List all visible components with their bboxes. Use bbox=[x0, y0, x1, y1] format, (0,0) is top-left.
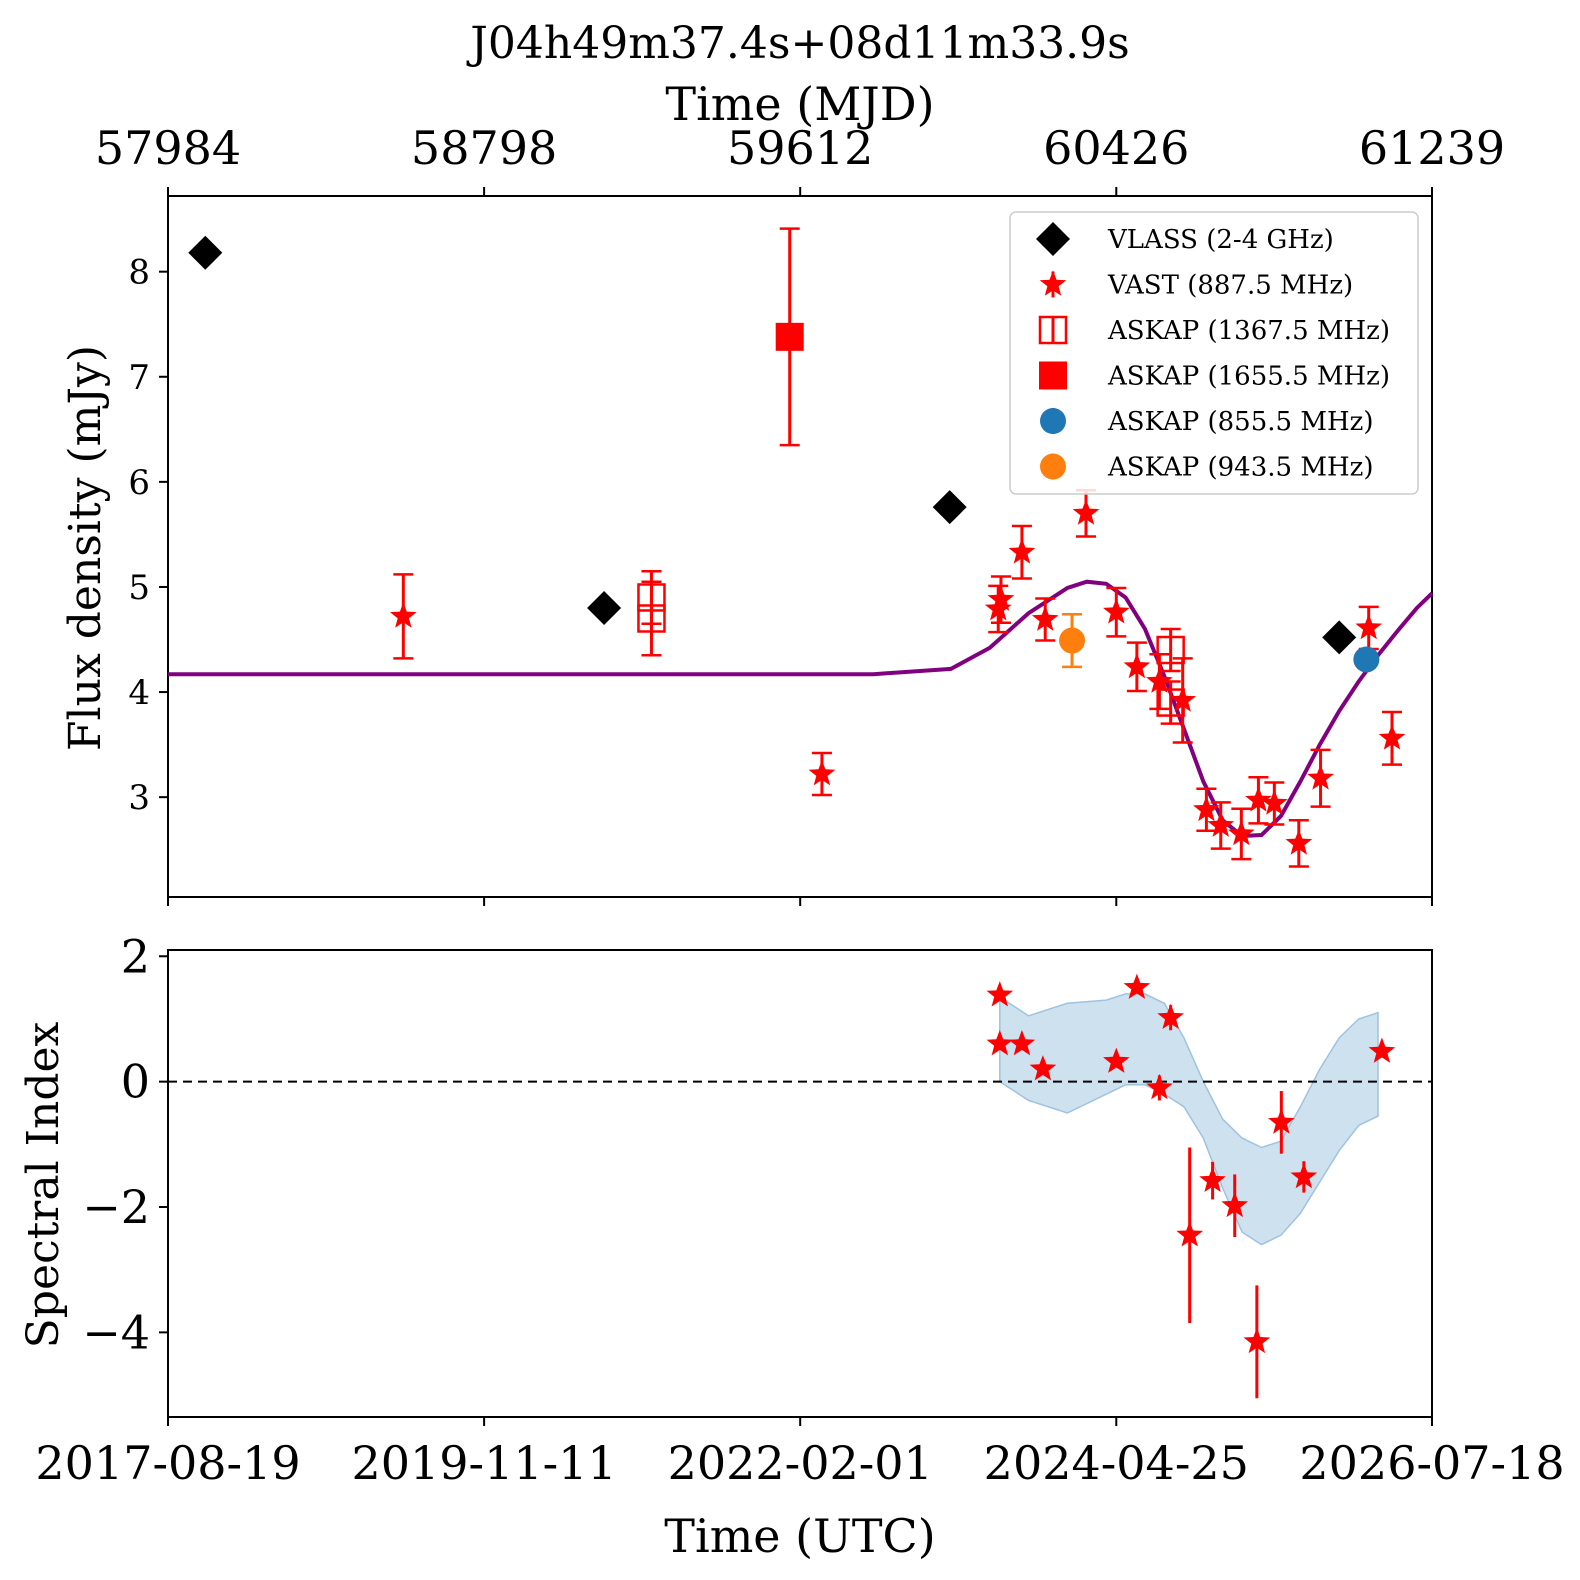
flux-density-panel: 57984 58798 59612 60426 61239 3 4 5 6 7 8 bbox=[95, 121, 1505, 906]
top-y-tick-label: 7 bbox=[128, 358, 150, 398]
legend-marker bbox=[1038, 315, 1068, 345]
data-point bbox=[1207, 811, 1235, 837]
bottom-x-tick-label: 2026-07-18 bbox=[1299, 1436, 1564, 1490]
bottom-y-tick-label: 2 bbox=[121, 929, 150, 983]
spectral-index-point bbox=[1221, 1191, 1248, 1218]
spectral-index-point bbox=[986, 981, 1014, 1007]
legend: VLASS (2-4 GHz) VAST (887.5 MHz) ASKAP (13… bbox=[1009, 211, 1419, 495]
data-point bbox=[984, 595, 1012, 621]
top-mjd-tick-label: 61239 bbox=[1359, 121, 1505, 175]
data-point bbox=[1156, 688, 1185, 717]
data-point bbox=[987, 585, 1015, 611]
data-point bbox=[775, 322, 804, 351]
spectral-index-point bbox=[1268, 1108, 1295, 1134]
spectral-index-point bbox=[1368, 1037, 1396, 1063]
legend-marker bbox=[1040, 408, 1066, 434]
bottom-x-axis-label: Time (UTC) bbox=[664, 1509, 935, 1563]
legend-label: VAST (887.5 MHz) bbox=[1107, 271, 1353, 301]
spectral-index-point bbox=[1008, 1030, 1036, 1056]
spectral-index-point bbox=[1199, 1166, 1226, 1192]
bottom-x-tick-label: 2019-11-11 bbox=[351, 1436, 616, 1490]
legend-label: ASKAP (943.5 MHz) bbox=[1107, 453, 1373, 483]
data-point bbox=[1031, 605, 1059, 631]
data-point bbox=[1322, 620, 1357, 655]
data-point bbox=[1378, 724, 1406, 750]
data-point bbox=[1353, 646, 1380, 673]
top-y-tick-label: 8 bbox=[128, 253, 150, 293]
data-point bbox=[188, 235, 223, 270]
legend-marker bbox=[1039, 270, 1067, 296]
bottom-y-tick-label: −4 bbox=[82, 1305, 150, 1359]
legend-label: ASKAP (1367.5 MHz) bbox=[1107, 316, 1390, 346]
data-point bbox=[1156, 635, 1185, 665]
spectral-index-point bbox=[1176, 1221, 1203, 1247]
top-mjd-tick-label: 57984 bbox=[95, 121, 241, 175]
data-point bbox=[1059, 627, 1086, 654]
legend-box bbox=[1009, 211, 1419, 495]
data-point bbox=[1146, 667, 1173, 693]
data-point bbox=[1285, 829, 1313, 855]
legend-label: ASKAP (855.5 MHz) bbox=[1107, 407, 1373, 437]
spectral-index-point bbox=[1290, 1162, 1318, 1189]
legend-label: VLASS (2-4 GHz) bbox=[1107, 225, 1334, 255]
data-point bbox=[390, 602, 417, 628]
chart-title: J04h49m37.4s+08d11m33.9s bbox=[466, 18, 1130, 69]
spectral-index-point bbox=[1243, 1327, 1271, 1354]
data-point bbox=[637, 583, 666, 612]
data-point bbox=[808, 760, 836, 786]
legend-marker bbox=[1040, 453, 1066, 480]
legend-label: ASKAP (1655.5 MHz) bbox=[1107, 362, 1390, 392]
bottom-y-tick-label: −2 bbox=[82, 1180, 150, 1234]
data-point bbox=[1123, 652, 1151, 679]
legend-marker bbox=[1039, 361, 1067, 390]
top-y-tick-label: 6 bbox=[128, 463, 150, 503]
top-mjd-tick-label: 60426 bbox=[1043, 121, 1189, 175]
data-point bbox=[1072, 499, 1100, 525]
bottom-x-tick-label: 2024-04-25 bbox=[984, 1436, 1249, 1490]
data-point bbox=[1245, 786, 1272, 812]
bottom-y-tick-label: 0 bbox=[121, 1055, 150, 1109]
data-point bbox=[1261, 789, 1288, 815]
data-point bbox=[1355, 614, 1382, 640]
top-mjd-tick-label: 59612 bbox=[727, 121, 873, 175]
bottom-y-axis-label: Spectral Index bbox=[18, 1021, 69, 1348]
top-y-tick-label: 3 bbox=[128, 778, 150, 818]
spectral-index-point bbox=[986, 1030, 1014, 1056]
data-point bbox=[1307, 764, 1334, 790]
top-y-tick-label: 5 bbox=[128, 568, 150, 608]
top-x-axis-label: Time (MJD) bbox=[665, 77, 934, 131]
legend-marker bbox=[1036, 222, 1070, 256]
spectral-index-panel: 2017-08-19 2019-11-11 2022-02-01 2024-04-25… bbox=[35, 929, 1564, 1490]
top-y-tick-label: 4 bbox=[128, 673, 150, 713]
top-mjd-tick-label: 58798 bbox=[411, 121, 557, 175]
data-point bbox=[932, 490, 967, 525]
bottom-x-tick-label: 2017-08-19 bbox=[35, 1436, 300, 1490]
spectral-index-point bbox=[1157, 1003, 1184, 1029]
data-point bbox=[1193, 795, 1220, 822]
model-curve bbox=[168, 579, 1434, 839]
bottom-x-tick-label: 2022-02-01 bbox=[668, 1436, 933, 1490]
data-point bbox=[1008, 538, 1036, 564]
data-point bbox=[587, 590, 622, 625]
data-point bbox=[1103, 598, 1130, 624]
data-point bbox=[1228, 819, 1255, 846]
confidence-band bbox=[999, 993, 1379, 1246]
spectral-index-point bbox=[1103, 1047, 1130, 1073]
spectral-index-point bbox=[1146, 1073, 1173, 1100]
spectral-index-point bbox=[1123, 973, 1151, 999]
top-y-axis-label: Flux density (mJy) bbox=[60, 345, 111, 751]
spectral-index-point bbox=[1029, 1055, 1057, 1081]
